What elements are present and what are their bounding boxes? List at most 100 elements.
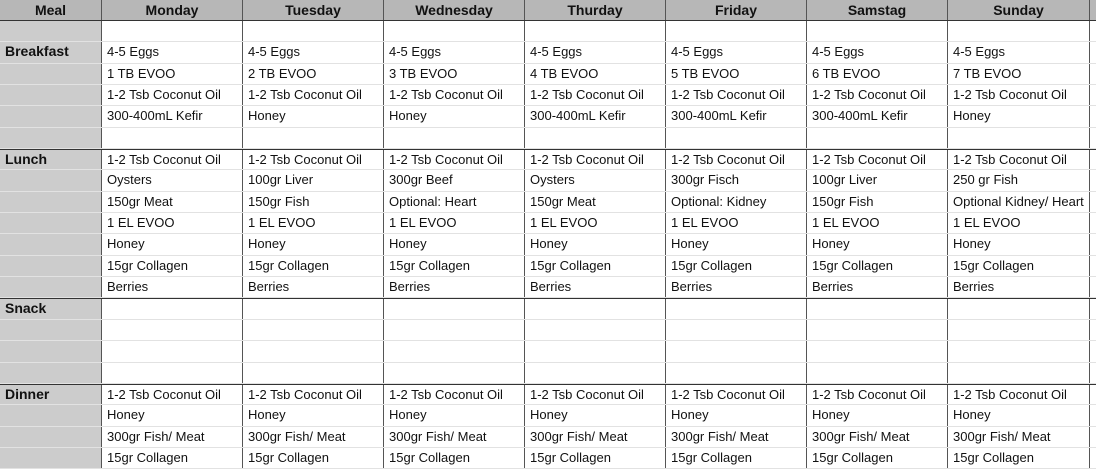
cell[interactable]: 300-400mL Kefir: [666, 106, 807, 127]
cell[interactable]: [666, 299, 807, 319]
cell[interactable]: 4-5 Eggs: [666, 42, 807, 63]
cell[interactable]: 300-400mL Kefir: [102, 106, 243, 127]
cell[interactable]: [948, 319, 1090, 341]
meal-cell[interactable]: [0, 170, 102, 191]
cell[interactable]: 1-2 Tsb Coconut Oil: [948, 150, 1090, 170]
cell[interactable]: 15gr Collagen: [666, 255, 807, 277]
cell[interactable]: 1-2 Tsb Coconut Oil: [948, 384, 1090, 405]
column-header-sunday[interactable]: Sunday: [948, 0, 1090, 20]
meal-cell[interactable]: [0, 63, 102, 85]
cell[interactable]: 4-5 Eggs: [525, 42, 666, 63]
cell[interactable]: Honey: [243, 106, 384, 127]
cell[interactable]: 300gr Fish/ Meat: [807, 426, 948, 447]
cell[interactable]: 7 TB EVOO: [948, 63, 1090, 85]
cell[interactable]: [102, 341, 243, 362]
cell[interactable]: [102, 299, 243, 319]
cell[interactable]: Berries: [948, 277, 1090, 298]
column-header-samstag[interactable]: Samstag: [807, 0, 948, 20]
meal-cell[interactable]: [0, 319, 102, 341]
cell[interactable]: 1 EL EVOO: [243, 213, 384, 234]
meal-label-lunch[interactable]: Lunch: [0, 150, 102, 170]
cell[interactable]: 1-2 Tsb Coconut Oil: [384, 384, 525, 405]
meal-cell[interactable]: [0, 341, 102, 362]
cell[interactable]: [807, 21, 948, 42]
cell[interactable]: 1-2 Tsb Coconut Oil: [384, 150, 525, 170]
cell[interactable]: 1-2 Tsb Coconut Oil: [102, 384, 243, 405]
cell[interactable]: 300gr Fish/ Meat: [525, 426, 666, 447]
cell[interactable]: Oysters: [525, 170, 666, 191]
column-header-friday[interactable]: Friday: [666, 0, 807, 20]
cell[interactable]: Honey: [666, 405, 807, 426]
cell[interactable]: [948, 21, 1090, 42]
cell[interactable]: 250 gr Fish: [948, 170, 1090, 191]
cell[interactable]: 15gr Collagen: [102, 447, 243, 469]
cell[interactable]: Optional Kidney/ Heart: [948, 191, 1090, 213]
cell[interactable]: Honey: [525, 405, 666, 426]
cell[interactable]: 1-2 Tsb Coconut Oil: [666, 150, 807, 170]
cell[interactable]: Honey: [102, 405, 243, 426]
cell[interactable]: [525, 362, 666, 383]
cell[interactable]: 1-2 Tsb Coconut Oil: [243, 384, 384, 405]
cell[interactable]: 1 EL EVOO: [102, 213, 243, 234]
cell[interactable]: 6 TB EVOO: [807, 63, 948, 85]
cell[interactable]: [666, 127, 807, 149]
cell[interactable]: 1-2 Tsb Coconut Oil: [102, 85, 243, 106]
cell[interactable]: 100gr Liver: [807, 170, 948, 191]
column-header-monday[interactable]: Monday: [102, 0, 243, 20]
meal-cell[interactable]: [0, 277, 102, 298]
cell[interactable]: 300gr Fish/ Meat: [666, 426, 807, 447]
cell[interactable]: 1 TB EVOO: [102, 63, 243, 85]
cell[interactable]: 150gr Fish: [807, 191, 948, 213]
cell[interactable]: [525, 341, 666, 362]
cell[interactable]: 15gr Collagen: [525, 447, 666, 469]
cell[interactable]: 1-2 Tsb Coconut Oil: [525, 150, 666, 170]
cell[interactable]: Berries: [807, 277, 948, 298]
meal-cell[interactable]: [0, 191, 102, 213]
cell[interactable]: Honey: [807, 234, 948, 255]
cell[interactable]: 1-2 Tsb Coconut Oil: [948, 85, 1090, 106]
cell[interactable]: Honey: [948, 405, 1090, 426]
meal-cell[interactable]: [0, 234, 102, 255]
cell[interactable]: [666, 21, 807, 42]
cell[interactable]: [243, 21, 384, 42]
cell[interactable]: 150gr Fish: [243, 191, 384, 213]
cell[interactable]: [807, 127, 948, 149]
cell[interactable]: 300gr Fish/ Meat: [948, 426, 1090, 447]
cell[interactable]: 4-5 Eggs: [102, 42, 243, 63]
cell[interactable]: [243, 319, 384, 341]
cell[interactable]: 150gr Meat: [102, 191, 243, 213]
cell[interactable]: Honey: [243, 405, 384, 426]
cell[interactable]: [384, 127, 525, 149]
cell[interactable]: Honey: [525, 234, 666, 255]
cell[interactable]: 15gr Collagen: [525, 255, 666, 277]
cell[interactable]: [525, 299, 666, 319]
cell[interactable]: 5 TB EVOO: [666, 63, 807, 85]
cell[interactable]: 1 EL EVOO: [948, 213, 1090, 234]
cell[interactable]: Honey: [666, 234, 807, 255]
cell[interactable]: 15gr Collagen: [807, 447, 948, 469]
cell[interactable]: Honey: [948, 234, 1090, 255]
cell[interactable]: [384, 362, 525, 383]
cell[interactable]: Optional: Kidney: [666, 191, 807, 213]
meal-cell[interactable]: [0, 447, 102, 469]
cell[interactable]: 15gr Collagen: [948, 447, 1090, 469]
meal-cell[interactable]: [0, 255, 102, 277]
cell[interactable]: Oysters: [102, 170, 243, 191]
cell[interactable]: 4-5 Eggs: [243, 42, 384, 63]
cell[interactable]: [807, 299, 948, 319]
meal-label-breakfast[interactable]: Breakfast: [0, 42, 102, 63]
cell[interactable]: Honey: [384, 234, 525, 255]
cell[interactable]: 1 EL EVOO: [525, 213, 666, 234]
cell[interactable]: Honey: [948, 106, 1090, 127]
cell[interactable]: [102, 319, 243, 341]
cell[interactable]: 1-2 Tsb Coconut Oil: [243, 85, 384, 106]
cell[interactable]: 1-2 Tsb Coconut Oil: [384, 85, 525, 106]
cell[interactable]: [807, 362, 948, 383]
cell[interactable]: 300-400mL Kefir: [525, 106, 666, 127]
cell[interactable]: 1-2 Tsb Coconut Oil: [666, 384, 807, 405]
cell[interactable]: 1-2 Tsb Coconut Oil: [807, 85, 948, 106]
cell[interactable]: 4 TB EVOO: [525, 63, 666, 85]
meal-cell[interactable]: [0, 106, 102, 127]
cell[interactable]: 3 TB EVOO: [384, 63, 525, 85]
cell[interactable]: 4-5 Eggs: [807, 42, 948, 63]
